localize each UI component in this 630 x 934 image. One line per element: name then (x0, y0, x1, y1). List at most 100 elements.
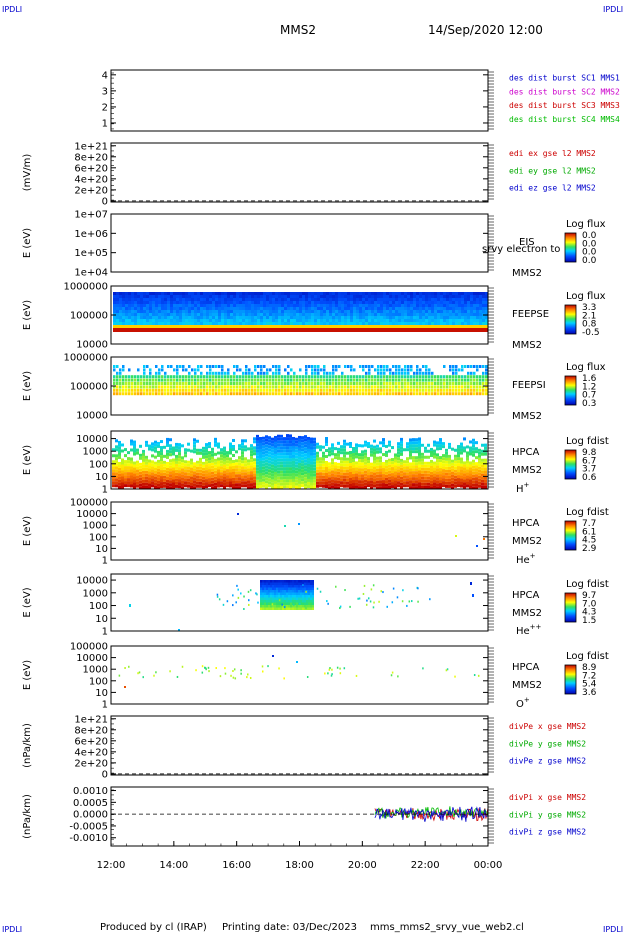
y-axis-eis: 1e+07 1e+06 1e+05 1e+04 (74, 210, 494, 279)
legend-entry: divPe x gse MMS2 (509, 722, 586, 731)
y-tick-label: 10 (95, 614, 108, 625)
colorbar-tick-label: 3.3 (582, 303, 596, 313)
colorbar-tick-label: 3.6 (582, 688, 597, 698)
colorbar-tick-label: 1.6 (582, 374, 597, 384)
y-tick-label: 4e+20 (74, 747, 108, 758)
species-label: H+ (516, 481, 530, 495)
y-tick-label: 1e+06 (74, 229, 108, 240)
y-tick-label: 4e+20 (74, 174, 108, 185)
y-tick-label: 4 (102, 70, 108, 81)
instrument-label: HPCA (512, 518, 540, 529)
overlay-text: srvy electron to (482, 244, 560, 255)
panel-frame-eis (110, 213, 489, 273)
datetime-title: 14/Sep/2020 12:00 (428, 23, 543, 37)
y-tick-label: 1000 (83, 665, 108, 676)
y-tick-label: 100000 (70, 311, 108, 322)
spacecraft-label: MMS2 (512, 411, 542, 422)
colorbar-tick-label: 3.7 (582, 465, 596, 475)
y-axis-label: E (eV) (22, 516, 33, 546)
spectrogram-hpca-h (112, 434, 487, 489)
colorbar (564, 592, 577, 623)
colorbar-tick-label: 9.8 (582, 448, 597, 458)
y-axis-feepse: 1000000 100000 10000 (63, 282, 494, 351)
colorbar (564, 375, 577, 406)
colorbar-tick-label: 7.0 (582, 599, 597, 609)
instrument-label: HPCA (512, 662, 540, 673)
colorbar-tick-label: 6.1 (582, 527, 596, 537)
y-tick-label: 0.0005 (73, 798, 108, 809)
spacecraft-label: MMS2 (512, 340, 542, 351)
y-tick-label: 1000000 (63, 282, 108, 293)
legend-entry: edi ey gse l2 MMS2 (509, 166, 596, 175)
y-tick-label: 1e+21 (74, 714, 108, 725)
y-tick-label: 1 (102, 627, 108, 638)
x-tick-label: 12:00 (97, 860, 126, 871)
producer-credit: Produced by cl (IRAP) (100, 922, 207, 933)
y-tick-label: 1e+04 (74, 268, 108, 279)
colorbar-tick-label: 0.0 (582, 239, 597, 249)
colorbar (564, 520, 577, 551)
spectrogram-hpca-o (118, 655, 480, 688)
colorbar-title: Log fdist (566, 651, 609, 662)
spectrogram-feepse (113, 292, 488, 332)
y-tick-label: 2e+20 (74, 758, 108, 769)
y-tick-label: 3 (102, 86, 108, 97)
y-tick-label: 100 (89, 459, 108, 470)
legend-entry: divPe y gse MMS2 (509, 739, 586, 748)
panel-feepsi: 1000000 100000 10000 E (eV) FEEPSI MMS2 Log fl… (22, 353, 606, 423)
y-tick-label: 6e+20 (74, 163, 108, 174)
panel-frame-divpe (110, 715, 489, 776)
corner-label-top-left: IPDLI (2, 5, 22, 14)
spacecraft-label: MMS2 (512, 680, 542, 691)
y-tick-label: 100000 (70, 642, 108, 653)
y-axis-des-dist: 4 3 2 1 (102, 70, 494, 129)
y-tick-label: 100000 (70, 498, 108, 509)
x-tick-label: 00:00 (474, 860, 503, 871)
y-tick-label: 8e+20 (74, 725, 108, 736)
spectrogram-hpca-he (237, 513, 485, 547)
instrument-label: HPCA (512, 447, 540, 458)
y-tick-label: -0.0010 (69, 833, 108, 844)
y-tick-label: 1e+21 (74, 141, 108, 152)
corner-label-bottom-left: IPDLI (2, 925, 22, 934)
y-tick-label: 1 (102, 485, 108, 496)
colorbar-tick-label: 0.0 (582, 248, 597, 258)
panel-des-dist: 4 3 2 1 des dist burst SC1 MMS1 des dist burs… (102, 69, 620, 132)
species-label: O+ (516, 696, 530, 710)
y-tick-label: 0 (102, 769, 108, 780)
species-label: He++ (516, 623, 542, 637)
colorbar-tick-label: -0.5 (582, 328, 600, 338)
panel-frame-hpca-he2 (110, 573, 489, 632)
y-tick-label: 1e+07 (74, 210, 108, 221)
colorbar-tick-label: 7.7 (582, 519, 596, 529)
y-tick-label: 10000 (76, 434, 108, 445)
spacecraft-label: MMS2 (512, 465, 542, 476)
y-axis-label: E (eV) (22, 587, 33, 617)
y-axis-label: (mV/m) (22, 154, 33, 192)
legend-entry: des dist burst SC4 MMS4 (509, 115, 620, 124)
y-tick-label: 10000 (76, 653, 108, 664)
spacecraft-title: MMS2 (280, 23, 316, 37)
colorbar-tick-label: 0.3 (582, 399, 596, 409)
legend-entry: divPi z gse MMS2 (509, 828, 586, 837)
colorbar-title: Log flux (566, 362, 606, 373)
y-tick-label: 2 (102, 102, 108, 113)
colorbar-title: Log fdist (566, 436, 609, 447)
y-tick-label: 10000 (76, 411, 108, 422)
x-tick-label: 16:00 (222, 860, 251, 871)
x-tick-label: 22:00 (411, 860, 440, 871)
y-tick-label: 100 (89, 532, 108, 543)
y-tick-label: 1000000 (63, 353, 108, 364)
colorbar (564, 449, 577, 480)
y-tick-label: 10 (95, 544, 108, 555)
y-axis-label: (nPa/km) (22, 723, 33, 768)
instrument-label: FEEPSI (512, 380, 546, 391)
y-tick-label: 1000 (83, 521, 108, 532)
